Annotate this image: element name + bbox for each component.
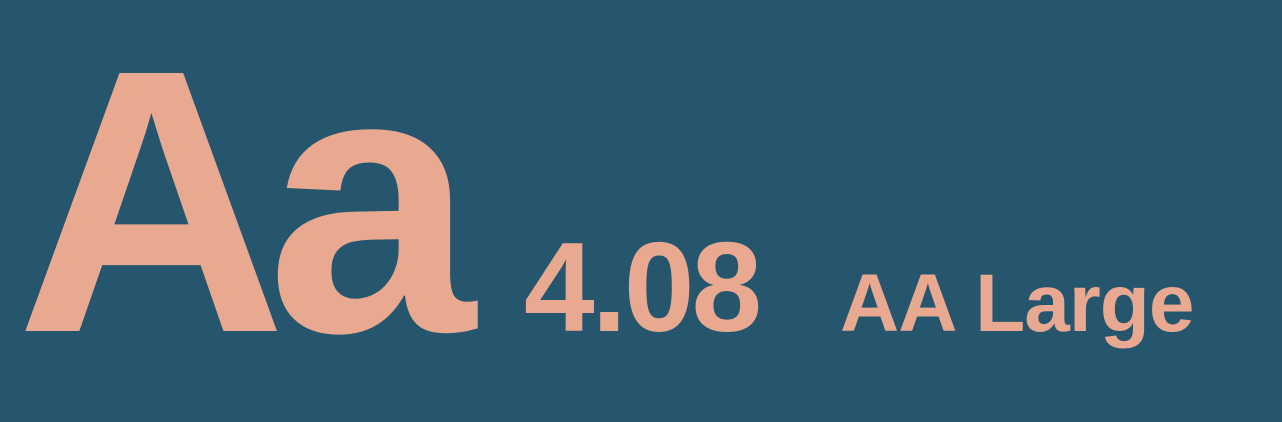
contrast-ratio: 4.08 [524, 215, 762, 358]
sample-text: Aa [16, 0, 475, 411]
wcag-rating-badge: AA Large [840, 257, 1194, 349]
